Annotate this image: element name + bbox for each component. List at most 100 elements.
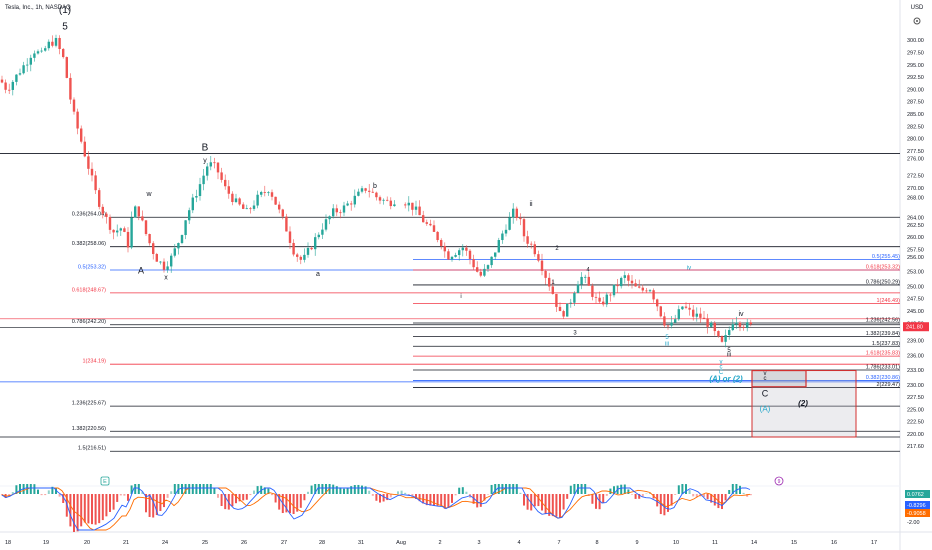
candle-body	[386, 199, 389, 201]
candle-body	[33, 53, 36, 58]
candle-body	[198, 184, 202, 196]
macd-histogram-bar	[292, 494, 295, 515]
candle-body	[278, 204, 281, 210]
macd-histogram-bar	[487, 494, 489, 495]
price-axis[interactable]: 300.00 297.50 295.00 292.50 290.00 287.50 285.…	[903, 38, 930, 526]
time-tick-label: 15	[791, 540, 797, 546]
macd-histogram-bar	[134, 484, 137, 494]
candle-body	[11, 81, 14, 90]
candle-body	[22, 65, 25, 74]
macd-histogram-bar	[62, 494, 65, 503]
candle-body	[472, 258, 475, 268]
target-box	[751, 369, 857, 438]
macd-histogram-bar	[501, 484, 504, 494]
candle-body	[15, 74, 18, 82]
candle-body	[285, 216, 288, 232]
fib-label: 1.618(235.83)	[866, 351, 900, 357]
settings-gear-icon[interactable]	[913, 17, 921, 25]
macd-histogram-bar	[263, 487, 266, 494]
candle-body	[299, 256, 302, 260]
macd-histogram-bar	[465, 491, 468, 494]
candle-body	[342, 205, 346, 213]
wave-label: 5	[665, 335, 669, 341]
macd-histogram-bar	[613, 486, 615, 494]
wave-label: x	[164, 274, 168, 281]
time-axis[interactable]: 18 19 20 21 24 25 26 27 28 31 Aug 2 3 4 7 8 9 10 11 14 15 16 1…	[5, 540, 877, 546]
candle-body	[335, 208, 338, 213]
time-tick-label: 25	[202, 540, 208, 546]
macd-histogram-bar	[361, 485, 363, 494]
macd-histogram-bar	[728, 489, 731, 494]
candle-body	[447, 251, 450, 260]
fib-label: 1(246.49)	[876, 298, 900, 304]
candle-body	[263, 192, 266, 193]
candle-body	[227, 186, 230, 194]
candle-body	[4, 82, 7, 90]
time-tick-label: 10	[673, 540, 679, 546]
fib-label: 0.618(253.32)	[866, 265, 900, 271]
candle-body	[533, 244, 536, 255]
candle-body	[116, 230, 119, 233]
macd-histogram-bar	[238, 494, 241, 502]
wave-label: v	[720, 360, 723, 366]
macd-value-label: 0.0762	[907, 492, 924, 498]
candle-body	[368, 190, 371, 192]
candle-body	[112, 229, 115, 233]
macd-histogram-bar	[307, 491, 309, 494]
macd-histogram-bar	[677, 485, 680, 494]
macd-histogram-bar	[285, 494, 288, 513]
candle-body	[573, 293, 576, 303]
macd-histogram-bar	[623, 484, 626, 494]
macd-histogram-bar	[101, 494, 104, 521]
macd-histogram-bar	[515, 484, 518, 494]
macd-histogram-bar	[494, 484, 497, 494]
candle-body	[105, 213, 108, 218]
candle-body	[688, 307, 691, 310]
candle-body	[224, 179, 227, 187]
macd-histogram-bar	[379, 494, 381, 503]
candle-body	[389, 200, 392, 207]
wave-label: w	[145, 191, 152, 198]
macd-histogram-bar	[674, 494, 677, 495]
candle-body	[724, 335, 727, 342]
macd-histogram-bar	[404, 492, 407, 494]
candle-body	[58, 37, 61, 49]
candle-body	[29, 57, 32, 65]
event-marker-label: 9	[778, 479, 781, 485]
macd-histogram-bar	[69, 494, 72, 527]
candle-body	[414, 206, 418, 210]
candle-body	[612, 284, 616, 296]
candle-body	[382, 199, 385, 201]
candle-body	[65, 57, 68, 78]
fib-label: 1.786(233.01)	[866, 364, 900, 370]
macd-histogram-bar	[181, 484, 183, 494]
candle-body	[684, 306, 688, 308]
macd-histogram-bar	[548, 494, 551, 516]
candle-body	[166, 266, 169, 270]
candle-body	[80, 128, 83, 142]
macd-histogram-bar	[47, 490, 50, 494]
macd-histogram-bar	[595, 494, 597, 509]
macd-histogram-bar	[695, 494, 698, 498]
macd-histogram-bar	[415, 494, 417, 500]
macd-histogram-bar	[353, 485, 356, 494]
macd-histogram-bar	[87, 494, 90, 524]
price-tick-label: 272.50	[907, 174, 924, 180]
candle-body	[0, 79, 4, 83]
time-tick-label: 16	[831, 540, 837, 546]
macd-histogram-bar	[55, 487, 57, 494]
time-tick-label: 7	[557, 540, 560, 546]
macd-histogram-bar	[620, 484, 623, 494]
candle-body	[36, 51, 40, 54]
candle-body	[681, 306, 684, 310]
candle-body	[234, 198, 238, 203]
candle-body	[530, 243, 533, 245]
candle-body	[206, 166, 209, 176]
macd-histogram-bar	[325, 484, 327, 494]
candle-body	[602, 301, 605, 305]
price-tick-label: 256.00	[907, 255, 924, 261]
wave-label: 1	[551, 280, 555, 286]
macd-histogram-bar	[209, 484, 212, 494]
candle-body	[173, 248, 176, 256]
